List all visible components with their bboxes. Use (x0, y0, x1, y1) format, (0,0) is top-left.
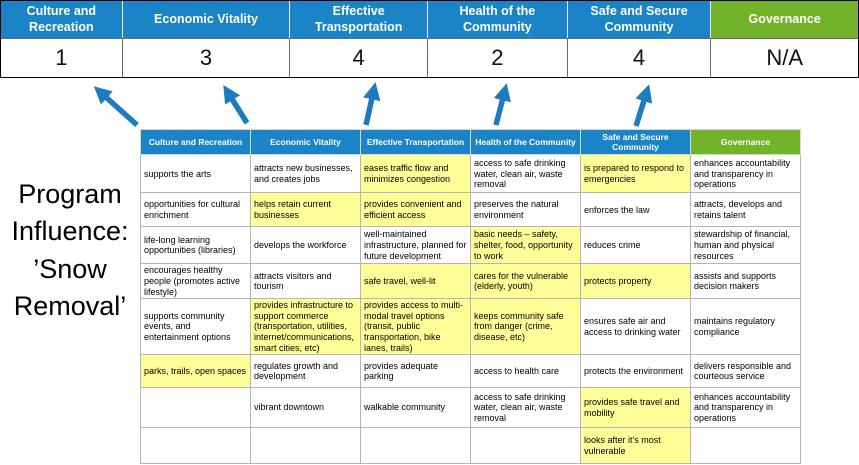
score-value-culture: 1 (1, 38, 123, 77)
matrix-cell: assists and supports decision makers (690, 263, 801, 300)
matrix-header-row: Culture and Recreation Economic Vitality E… (140, 128, 801, 156)
matrix-cell: safe travel, well-lit (360, 263, 471, 300)
matrix-row: vibrant downtown walkable community access… (140, 387, 801, 429)
matrix-cell: access to safe drinking water, clean air… (470, 154, 581, 194)
matrix-cell: provides convenient and efficient access (360, 192, 471, 228)
score-banner: Culture and Recreation Economic Vitality… (0, 0, 859, 78)
matrix-cell: life-long learning opportunities (librar… (140, 226, 251, 265)
matrix-header: Culture and Recreation (140, 128, 251, 156)
banner-header-economic: Economic Vitality (122, 1, 291, 38)
matrix-header: Effective Transportation (360, 128, 471, 156)
matrix-cell (250, 427, 361, 465)
matrix-cell: protects property (580, 263, 691, 300)
banner-header-transportation: Effective Transportation (290, 1, 429, 38)
arrow-up-icon-safe (633, 84, 653, 127)
score-value-economic: 3 (122, 38, 291, 77)
matrix-cell (690, 427, 801, 465)
matrix-cell: enhances accountability and transparency… (690, 387, 801, 429)
matrix-cell: supports community events, and entertain… (140, 298, 251, 356)
matrix-cell: enhances accountability and transparency… (690, 154, 801, 194)
matrix-row: opportunities for cultural enrichment hel… (140, 192, 801, 228)
matrix-cell: preserves the natural environment (470, 192, 581, 228)
arrow-up-icon-culture (93, 86, 139, 128)
matrix-header: Governance (690, 128, 801, 156)
matrix-cell: provides infrastructure to support comme… (250, 298, 361, 356)
matrix-cell (140, 387, 251, 429)
matrix-cell: helps retain current businesses (250, 192, 361, 228)
matrix-cell: enforces the law (580, 192, 691, 228)
matrix-row: encourages healthy people (promotes acti… (140, 263, 801, 300)
score-value-safe: 4 (567, 38, 712, 77)
matrix-cell: well-maintained infrastructure, planned … (360, 226, 471, 265)
matrix-cell: ensures safe air and access to drinking … (580, 298, 691, 356)
matrix-header: Economic Vitality (250, 128, 361, 156)
matrix-cell: encourages healthy people (promotes acti… (140, 263, 251, 300)
matrix-header: Safe and Secure Community (580, 128, 691, 156)
matrix-cell: access to health care (470, 354, 581, 389)
banner-header-health: Health of the Community (428, 1, 568, 38)
page-title: Program Influence: ’Snow Removal’ (11, 179, 129, 321)
matrix-cell: access to safe drinking water, clean air… (470, 387, 581, 429)
matrix-cell: is prepared to respond to emergencies (580, 154, 691, 194)
banner-header-culture: Culture and Recreation (1, 1, 123, 38)
banner-score-row: 1 3 4 2 4 N/A (1, 38, 858, 77)
matrix-cell: parks, trails, open spaces (140, 354, 251, 389)
matrix-row: looks after it's most vulnerable (140, 427, 801, 465)
matrix-cell: keeps community safe from danger (crime,… (470, 298, 581, 356)
banner-header-row: Culture and Recreation Economic Vitality… (1, 1, 859, 38)
matrix-cell (360, 427, 471, 465)
matrix-cell: develops the workforce (250, 226, 361, 265)
matrix-cell: provides safe travel and mobility (580, 387, 691, 429)
matrix-cell: attracts visitors and tourism (250, 263, 361, 300)
arrow-up-icon-transportation (363, 82, 381, 126)
matrix-cell: supports the arts (140, 154, 251, 194)
matrix-row: supports community events, and entertain… (140, 298, 801, 356)
matrix-cell: stewardship of financial, human and phys… (690, 226, 801, 265)
matrix-cell: provides adequate parking (360, 354, 471, 389)
matrix-cell: cares for the vulnerable (elderly, youth… (470, 263, 581, 300)
matrix-cell: reduces crime (580, 226, 691, 265)
matrix-cell: delivers responsible and courteous servi… (690, 354, 801, 389)
influence-arrows (93, 82, 653, 128)
influence-matrix-table: Culture and Recreation Economic Vitality E… (140, 128, 801, 465)
matrix-cell: attracts, develops and retains talent (690, 192, 801, 228)
matrix-cell: provides access to multi-modal travel op… (360, 298, 471, 356)
matrix-row: life-long learning opportunities (librar… (140, 226, 801, 265)
matrix-cell: regulates growth and development (250, 354, 361, 389)
matrix-cell: protects the environment (580, 354, 691, 389)
matrix-cell: basic needs – safety, shelter, food, opp… (470, 226, 581, 265)
matrix-cell: eases traffic flow and minimizes congest… (360, 154, 471, 194)
matrix-cell: maintains regulatory compliance (690, 298, 801, 356)
matrix-cell: walkable community (360, 387, 471, 429)
influence-matrix: Culture and Recreation Economic Vitality E… (140, 128, 801, 465)
arrow-up-icon-economic (223, 85, 250, 125)
score-value-transportation: 4 (290, 38, 428, 77)
matrix-header: Health of the Community (470, 128, 581, 156)
matrix-cell (140, 427, 251, 465)
banner-header-safe: Safe and Secure Community (567, 1, 712, 38)
matrix-row: supports the arts attracts new businesses… (140, 154, 801, 194)
score-value-health: 2 (428, 38, 568, 77)
matrix-row: parks, trails, open spaces regulates grow… (140, 354, 801, 389)
matrix-cell: opportunities for cultural enrichment (140, 192, 251, 228)
matrix-cell (470, 427, 581, 465)
score-value-governance: N/A (711, 38, 858, 77)
matrix-cell: vibrant downtown (250, 387, 361, 429)
matrix-cell: attracts new businesses, and creates job… (250, 154, 361, 194)
matrix-cell: looks after it's most vulnerable (580, 427, 691, 465)
banner-header-governance: Governance (711, 1, 859, 38)
arrow-up-icon-health (493, 83, 511, 126)
